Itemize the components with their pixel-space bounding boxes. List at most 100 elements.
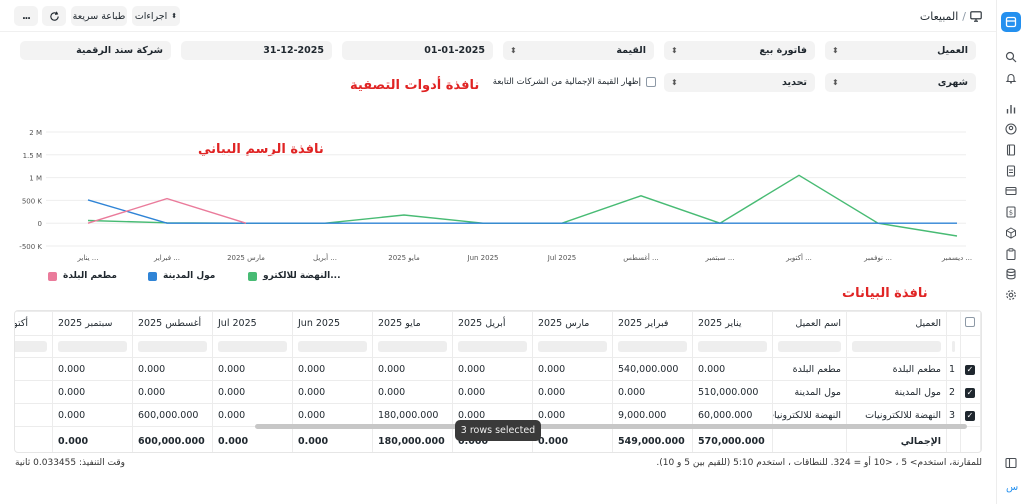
column-filter-input[interactable] <box>378 341 447 352</box>
language-label[interactable]: س <box>1006 482 1019 493</box>
row-checkbox[interactable]: ✓ <box>965 364 975 375</box>
value-cell[interactable]: 0.000 <box>532 403 613 427</box>
value-cell[interactable]: 0.000 <box>532 380 613 404</box>
value-cell[interactable]: 0.000 <box>132 380 213 404</box>
value-cell[interactable]: 0.000 <box>52 403 133 427</box>
column-header[interactable]: فبراير 2025 <box>612 311 693 336</box>
table-row[interactable]: ✓ 2 مول المدينة مول المدينة 510,000.000 0.000… <box>15 380 981 404</box>
measure-filter[interactable]: ⬍ القيمة <box>503 41 654 60</box>
value-cell[interactable]: 540,000.000 <box>612 357 693 381</box>
select-all-checkbox[interactable] <box>965 317 975 327</box>
bell-icon[interactable] <box>1005 72 1017 84</box>
selection-filter[interactable]: ⬍ تحديد <box>664 73 815 92</box>
legend-item-pink[interactable]: مطعم البلدة <box>48 271 117 281</box>
row-select-cell[interactable]: ✓ <box>960 357 981 381</box>
more-button[interactable]: ... <box>14 6 38 26</box>
value-cell[interactable]: 600,000.000 <box>132 403 213 427</box>
customer-name-cell[interactable]: مول المدينة <box>772 380 847 404</box>
user-icon[interactable] <box>1005 123 1017 135</box>
cube-icon[interactable] <box>1005 227 1017 239</box>
select-all-cell[interactable] <box>960 311 981 336</box>
column-header[interactable]: مارس 2025 <box>532 311 613 336</box>
column-filter-input[interactable] <box>952 341 955 352</box>
quick-print-button[interactable]: طباعة سريعة <box>71 6 127 26</box>
value-cell[interactable]: 0.000 <box>292 357 373 381</box>
value-cell[interactable]: 0 <box>15 380 53 404</box>
value-cell[interactable]: 9,000.000 <box>612 403 693 427</box>
period-filter[interactable]: ⬍ شهرى <box>825 73 976 92</box>
value-cell[interactable]: 0.000 <box>292 380 373 404</box>
customer-filter[interactable]: ⬍ العميل <box>825 41 976 60</box>
column-filter-input[interactable] <box>298 341 367 352</box>
value-cell[interactable]: 0.000 <box>452 357 533 381</box>
value-cell[interactable]: 0.000 <box>212 357 293 381</box>
value-cell[interactable]: 0.000 <box>372 357 453 381</box>
money-icon[interactable]: $ <box>1005 206 1017 218</box>
value-cell[interactable]: 510,000.000 <box>692 380 773 404</box>
logo-icon[interactable] <box>1001 12 1021 32</box>
series-line[interactable] <box>87 199 957 224</box>
customer-name-cell[interactable]: مطعم البلدة <box>772 357 847 381</box>
value-cell[interactable]: 0.000 <box>372 380 453 404</box>
value-cell[interactable]: 0.000 <box>52 357 133 381</box>
value-cell[interactable]: 0.000 <box>52 380 133 404</box>
column-header[interactable]: Jul 2025 <box>212 311 293 336</box>
page-title[interactable]: المبيعات <box>919 9 959 23</box>
value-cell[interactable]: 0.000 <box>292 403 373 427</box>
value-cell[interactable]: 0.000 <box>692 357 773 381</box>
column-filter-input[interactable] <box>618 341 687 352</box>
series-line[interactable] <box>87 197 247 224</box>
column-filter-input[interactable] <box>138 341 207 352</box>
settings-icon[interactable] <box>1005 289 1017 301</box>
column-filter-input[interactable] <box>15 341 47 352</box>
column-header[interactable]: أغسطس 2025 <box>132 311 213 336</box>
table-row[interactable]: ✓ 3 النهضة للالكترونيات النهضة للالكترونيات… <box>15 403 981 427</box>
value-cell[interactable]: 0.000 <box>612 380 693 404</box>
column-header[interactable]: أبريل 2025 <box>452 311 533 336</box>
column-header[interactable]: العميل <box>846 311 947 336</box>
series-line[interactable] <box>87 174 958 237</box>
column-header[interactable]: اسم العميل <box>772 311 847 336</box>
column-header[interactable]: سبتمبر 2025 <box>52 311 133 336</box>
column-header[interactable]: أكتوبر 2025 <box>15 311 53 336</box>
row-checkbox[interactable]: ✓ <box>965 387 975 398</box>
table-row[interactable]: ✓ 1 مطعم البلدة مطعم البلدة 0.000 540,000.000… <box>15 357 981 381</box>
value-cell[interactable]: 0.000 <box>532 357 613 381</box>
value-cell[interactable]: 0.000 <box>212 380 293 404</box>
column-filter-input[interactable] <box>458 341 527 352</box>
company-field[interactable]: شركة سند الرقمية <box>20 41 171 60</box>
column-header[interactable]: يناير 2025 <box>692 311 773 336</box>
actions-button[interactable]: اجراءات ⬍ <box>132 6 180 26</box>
clipboard-icon[interactable] <box>1005 248 1017 260</box>
column-filter-input[interactable] <box>218 341 287 352</box>
column-header[interactable]: مايو 2025 <box>372 311 453 336</box>
customer-cell[interactable]: مطعم البلدة <box>846 357 947 381</box>
column-header[interactable] <box>946 311 961 336</box>
legend-item-blue[interactable]: مول المدينة <box>148 271 215 281</box>
chart-icon[interactable] <box>1005 103 1017 115</box>
value-cell[interactable]: 0.000 <box>132 357 213 381</box>
column-filter-input[interactable] <box>778 341 841 352</box>
horizontal-scrollbar[interactable] <box>255 424 967 429</box>
sidebar-toggle-icon[interactable] <box>1005 457 1017 469</box>
search-icon[interactable] <box>1005 51 1017 63</box>
from-date-field[interactable]: 01-01-2025 <box>342 41 493 60</box>
value-cell[interactable]: 0.000 <box>452 380 533 404</box>
card-icon[interactable] <box>1005 185 1017 197</box>
legend-item-green[interactable]: النهضة للالكترو... <box>248 271 341 281</box>
doc-type-filter[interactable]: ⬍ فاتورة بيع <box>664 41 815 60</box>
value-cell[interactable]: 0 <box>15 403 53 427</box>
row-checkbox[interactable]: ✓ <box>965 410 975 421</box>
database-icon[interactable] <box>1005 268 1017 280</box>
column-filter-input[interactable] <box>58 341 127 352</box>
desktop-icon[interactable] <box>970 10 982 22</box>
book-icon[interactable] <box>1005 144 1017 156</box>
file-icon[interactable] <box>1005 165 1017 177</box>
show-total-checkbox[interactable] <box>646 77 656 87</box>
to-date-field[interactable]: 31-12-2025 <box>181 41 332 60</box>
column-filter-input[interactable] <box>538 341 607 352</box>
column-header[interactable]: Jun 2025 <box>292 311 373 336</box>
column-filter-input[interactable] <box>698 341 767 352</box>
row-select-cell[interactable]: ✓ <box>960 380 981 404</box>
refresh-button[interactable] <box>42 6 66 26</box>
